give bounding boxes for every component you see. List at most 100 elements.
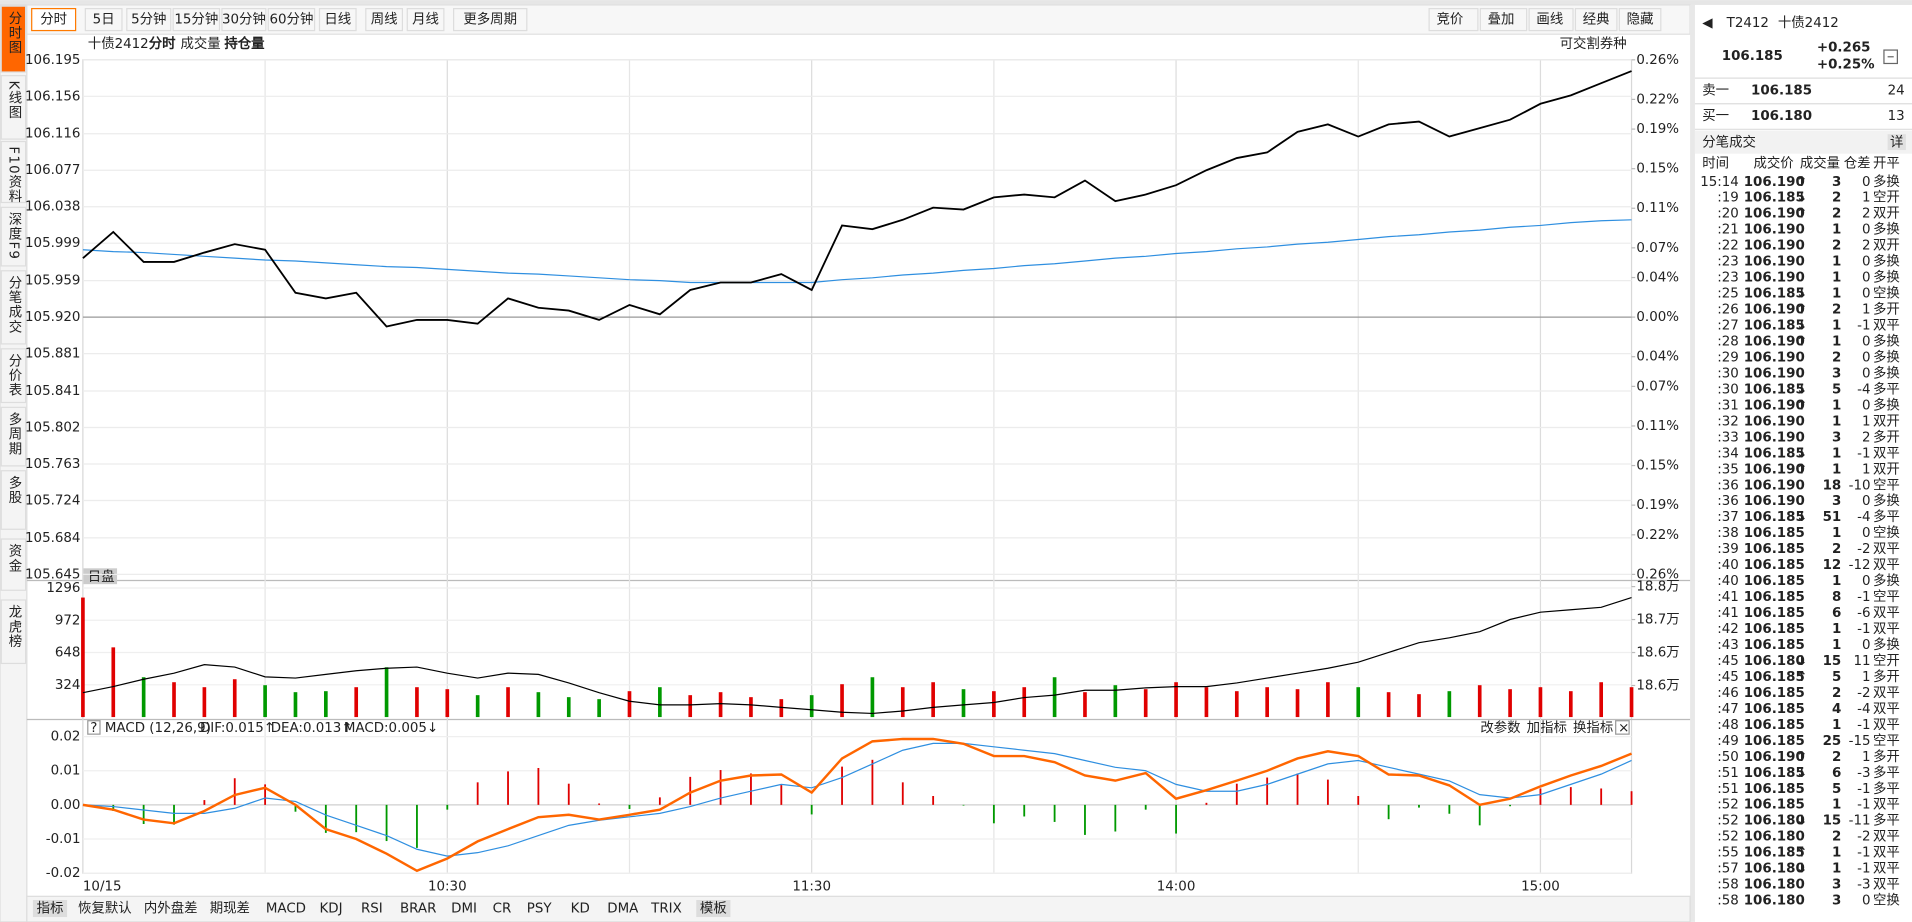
volume-bar — [900, 687, 905, 718]
detail[interactable]: 详 — [1890, 135, 1903, 151]
sidebar-label[interactable]: 多股 — [5, 474, 22, 505]
toolbar-button[interactable] — [267, 7, 316, 32]
volume-bar — [658, 687, 662, 718]
toolbar-label[interactable]: 60分钟 — [269, 11, 313, 28]
toolbar-label[interactable]: 月线 — [412, 12, 439, 28]
sidebar-label[interactable]: K线图 — [5, 81, 22, 120]
toolbar-button[interactable] — [406, 7, 445, 32]
bottom-tab[interactable]: CR — [493, 902, 512, 917]
bottom-tab[interactable]: RSI — [361, 902, 383, 917]
chart-tab[interactable]: 持仓量 — [224, 35, 265, 52]
bottom-tab[interactable]: 恢复默认 — [78, 900, 132, 917]
chart-note[interactable]: 可交割券种 — [1560, 35, 1627, 52]
toolbar-button[interactable] — [453, 7, 528, 32]
sidebar-label[interactable]: 龙虎榜 — [5, 605, 22, 649]
trade-price: 106.185 — [1744, 766, 1805, 781]
toolbar-button[interactable] — [31, 7, 77, 32]
sidebar-label[interactable]: 深度F9 — [5, 212, 22, 260]
toolbar-button[interactable] — [126, 7, 172, 32]
toolbar-button[interactable] — [221, 7, 267, 32]
bottom-tab[interactable]: TRIX — [650, 902, 682, 917]
bottom-tab[interactable]: 指标 — [37, 901, 64, 917]
sidebar-tab[interactable] — [0, 348, 27, 404]
macd-action[interactable]: 改参数 — [1480, 719, 1521, 736]
trade-volume: 1 — [1832, 255, 1841, 270]
sidebar-tab[interactable] — [0, 599, 27, 665]
sidebar-tab[interactable] — [0, 538, 27, 591]
toolbar-label[interactable]: 经典 — [1583, 12, 1610, 28]
toolbar-button[interactable] — [1479, 7, 1528, 32]
chart-tab[interactable]: 成交量 — [180, 35, 220, 52]
sidebar-label[interactable]: 分笔成交 — [5, 275, 22, 334]
sidebar-tab[interactable] — [0, 406, 27, 467]
trade-arrow: ↓ — [1796, 382, 1807, 397]
macd-action[interactable]: 换指标 — [1573, 720, 1613, 736]
bottom-tab[interactable]: MACD — [266, 902, 306, 917]
toolbar-label[interactable]: 竞价 — [1436, 11, 1463, 28]
toolbar-label[interactable]: 叠加 — [1488, 12, 1515, 28]
toolbar-label[interactable]: 5日 — [93, 13, 115, 28]
bottom-tab[interactable]: KD — [571, 902, 590, 917]
macd-action[interactable]: 加指标 — [1527, 720, 1567, 736]
sidebar-tab[interactable] — [0, 5, 27, 73]
bottom-tab[interactable]: DMA — [607, 902, 639, 917]
toolbar-label[interactable]: 隐藏 — [1627, 12, 1654, 28]
trades-header — [1694, 130, 1912, 154]
help-box[interactable] — [87, 720, 101, 735]
volume-bar — [111, 647, 116, 718]
sidebar-tab[interactable] — [0, 206, 27, 267]
macd-help[interactable]: ? — [90, 721, 97, 736]
sidebar-label[interactable]: F10资料 — [5, 146, 22, 204]
toolbar-label[interactable]: 5分钟 — [131, 11, 166, 28]
bottom-tab[interactable]: PSY — [527, 902, 553, 917]
collapse-box[interactable] — [1883, 49, 1898, 65]
splitter — [1690, 4, 1695, 922]
sidebar-label[interactable]: 分价表 — [5, 353, 22, 397]
trade-price: 106.190 — [1744, 271, 1805, 286]
toolbar-button[interactable] — [84, 7, 123, 32]
bottom-tab[interactable]: 内外盘差 — [144, 900, 198, 917]
toolbar-label[interactable]: 30分钟 — [222, 11, 266, 28]
trade-volume: 1 — [1832, 798, 1841, 813]
toolbar-button[interactable] — [172, 7, 221, 32]
chart-tab[interactable]: 分时 — [149, 35, 176, 52]
sidebar-label[interactable]: 多周期 — [5, 411, 22, 456]
toolbar-button[interactable] — [1618, 7, 1662, 32]
sidebar-label[interactable]: 资金 — [5, 544, 22, 573]
bottom-tab[interactable]: DMI — [451, 902, 477, 917]
trade-oi-change: -12 — [1849, 558, 1871, 573]
toolbar-label[interactable]: 周线 — [371, 12, 398, 28]
toolbar-button[interactable] — [365, 7, 404, 32]
sidebar-tab[interactable] — [0, 270, 27, 345]
bottom-tab[interactable]: KDJ — [319, 902, 342, 917]
bottom-tab[interactable]: 期现差 — [210, 901, 250, 917]
trade-volume: 1 — [1832, 335, 1841, 350]
toolbar-label[interactable]: 画线 — [1536, 12, 1563, 28]
toolbar-button[interactable] — [1528, 7, 1574, 32]
sidebar-tab[interactable] — [0, 140, 27, 204]
toolbar-button[interactable] — [318, 7, 357, 32]
toolbar-label[interactable]: 15分钟 — [174, 11, 218, 28]
macd-close[interactable]: × — [1618, 721, 1629, 736]
trade-price: 106.190 — [1744, 239, 1805, 254]
toolbar-label[interactable]: 分时 — [40, 12, 67, 28]
trade-arrow: ↑ — [1796, 335, 1807, 350]
y2-tick-label: 0.04% — [1636, 350, 1679, 365]
bottom-tab[interactable]: 模板 — [700, 901, 727, 917]
detail-box[interactable] — [1887, 134, 1906, 151]
sidebar-tab[interactable] — [0, 470, 27, 530]
toolbar-button[interactable] — [1574, 7, 1618, 32]
toolbar-label[interactable]: 日线 — [324, 12, 351, 28]
bottom-tab[interactable]: BRAR — [400, 902, 436, 917]
trade-kind: 双平 — [1873, 862, 1900, 877]
sidebar-label[interactable]: 分时图 — [5, 11, 22, 55]
volume-bar — [1599, 682, 1604, 718]
nav-arrow[interactable]: ◀ — [1702, 16, 1713, 31]
sidebar-tab[interactable] — [0, 75, 27, 140]
toolbar-button[interactable] — [1428, 7, 1479, 32]
close-box[interactable] — [1615, 720, 1630, 735]
volume-bar — [141, 677, 146, 718]
toolbar-label[interactable]: 更多周期 — [463, 11, 517, 28]
trade-time: :36 — [1717, 494, 1739, 509]
trade-arrow: ↓ — [1796, 319, 1807, 334]
